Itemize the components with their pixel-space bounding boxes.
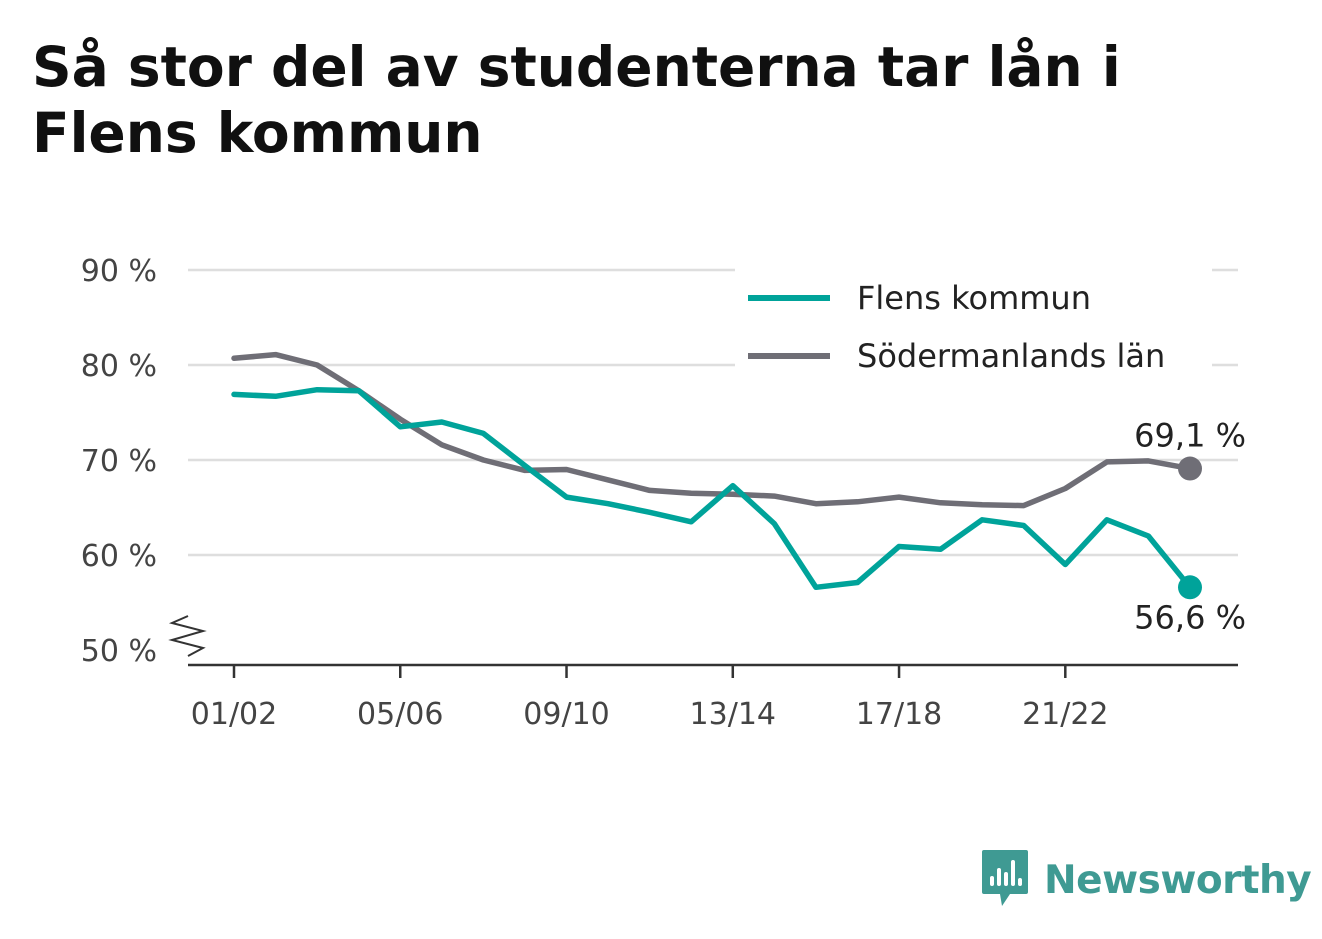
- x-tick-label: 09/10: [523, 697, 609, 732]
- brand-logo: Newsworthy: [980, 848, 1312, 912]
- x-tick-label: 01/02: [191, 697, 277, 732]
- y-tick-label: 60 %: [81, 539, 157, 574]
- series-line: [231, 386, 1193, 591]
- axis-break-icon: [168, 615, 207, 657]
- x-tick-label: 21/22: [1022, 697, 1108, 732]
- legend-label: Södermanlands län: [857, 337, 1165, 375]
- x-tick-label: 17/18: [856, 697, 942, 732]
- legend-box: [735, 265, 1212, 383]
- end-labels: 56,6 % 69,1 %: [1134, 417, 1246, 637]
- x-axis: 01/02 05/06 09/10 13/14 17/18 21/22: [188, 663, 1238, 732]
- y-tick-label: 80 %: [81, 349, 157, 384]
- y-axis: 50 % 60 % 70 % 80 % 90 %: [81, 254, 207, 669]
- x-tick-label: 13/14: [690, 697, 776, 732]
- end-value-label: 69,1 %: [1134, 417, 1246, 455]
- series-lines: [231, 351, 1202, 600]
- x-tick-label: 05/06: [357, 697, 443, 732]
- y-tick-label: 70 %: [81, 444, 157, 479]
- end-value-label: 56,6 %: [1134, 598, 1246, 636]
- chart-title: Så stor del av studenterna tar lån i Fle…: [32, 35, 1121, 165]
- newsworthy-logo-icon: [980, 848, 1030, 912]
- legend-label: Flens kommun: [857, 279, 1091, 317]
- legend: Flens kommun Södermanlands län: [735, 265, 1212, 383]
- brand-name: Newsworthy: [1044, 857, 1312, 903]
- series-end-point: [1178, 575, 1202, 600]
- y-tick-label: 50 %: [81, 634, 157, 669]
- y-tick-label: 90 %: [81, 254, 157, 289]
- line-chart: 50 % 60 % 70 % 80 % 90 % 01/02 05/06 09/10 13/1…: [81, 254, 1246, 732]
- series-end-point: [1178, 456, 1202, 481]
- series-line: [231, 351, 1193, 509]
